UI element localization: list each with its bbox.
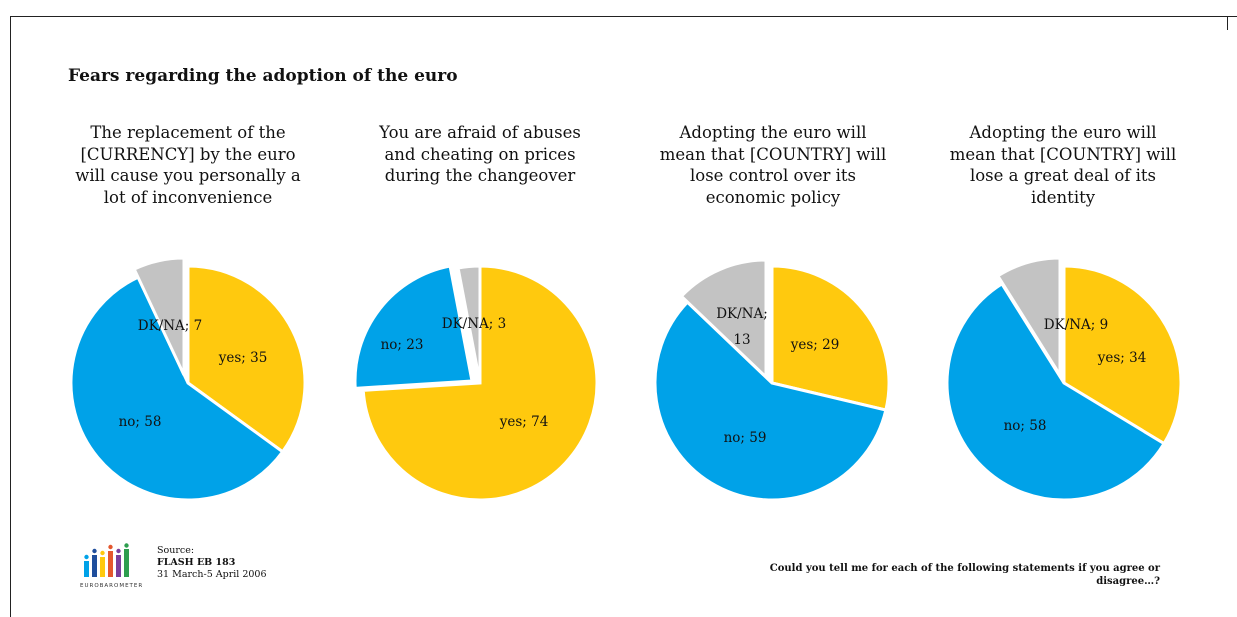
source-label: Source: <box>157 545 195 556</box>
frame-right-border <box>1227 16 1228 30</box>
slice-label-no: no; 58 <box>1004 418 1047 434</box>
pie-slice-no <box>945 281 1167 502</box>
pie-chart-4: yes; 34 no; 58 DK/NA; 9 <box>945 256 1183 502</box>
slice-label-yes: yes; 29 <box>790 337 840 353</box>
slice-label-dkna: DK/NA; 9 <box>1044 317 1108 333</box>
slice-label-dkna: DK/NA; 3 <box>442 316 506 332</box>
chart-title-2: You are afraid of abuses and cheating on… <box>379 123 581 185</box>
slice-label-no: no; 23 <box>381 337 424 353</box>
slice-label-no: no; 58 <box>119 414 162 430</box>
chart-title-1: The replacement of the [CURRENCY] by the… <box>75 123 301 207</box>
pie-slice-dkna <box>132 256 186 376</box>
slice-label-yes: yes; 34 <box>1097 350 1147 366</box>
pie-slice-yes <box>186 264 307 454</box>
pie-chart-1: yes; 35 no; 58 DK/NA; 7 <box>69 256 307 502</box>
pie-slice-dkna <box>679 258 768 381</box>
slice-label-yes: yes; 35 <box>218 350 268 366</box>
pie-slice-no <box>69 275 285 502</box>
source-dates: 31 March-5 April 2006 <box>157 569 267 580</box>
survey-question: Could you tell me for each of the follow… <box>769 563 1160 587</box>
slice-label-no: no; 59 <box>724 430 767 446</box>
slice-label-yes: yes; 74 <box>499 414 549 430</box>
logo-wordmark: EUROBAROMETER <box>80 583 144 589</box>
source-survey: FLASH EB 183 <box>157 557 236 568</box>
pie-slice-dkna <box>456 264 482 384</box>
frame-left-border <box>10 16 11 617</box>
pie-slice-no <box>353 264 474 390</box>
chart-title-4: Adopting the euro will mean that [COUNTR… <box>949 123 1177 207</box>
pie-chart-3: yes; 29 no; 59 DK/NA; 13 <box>653 258 891 502</box>
pie-slice-no <box>653 300 888 502</box>
frame-top-border <box>10 16 1237 17</box>
slice-label-dkna: DK/NA; 13 <box>716 306 768 348</box>
pie-slice-dkna <box>995 256 1062 381</box>
page-title: Fears regarding the adoption of the euro <box>68 66 458 86</box>
chart-title-3: Adopting the euro will mean that [COUNTR… <box>659 123 887 207</box>
source-note: Source: FLASH EB 183 31 March-5 April 20… <box>157 545 267 581</box>
slice-label-dkna: DK/NA; 7 <box>138 318 202 334</box>
pie-chart-2: yes; 74 no; 23 DK/NA; 3 <box>353 264 599 502</box>
eurobarometer-logo-icon <box>84 543 129 577</box>
pie-slice-yes <box>770 264 891 412</box>
